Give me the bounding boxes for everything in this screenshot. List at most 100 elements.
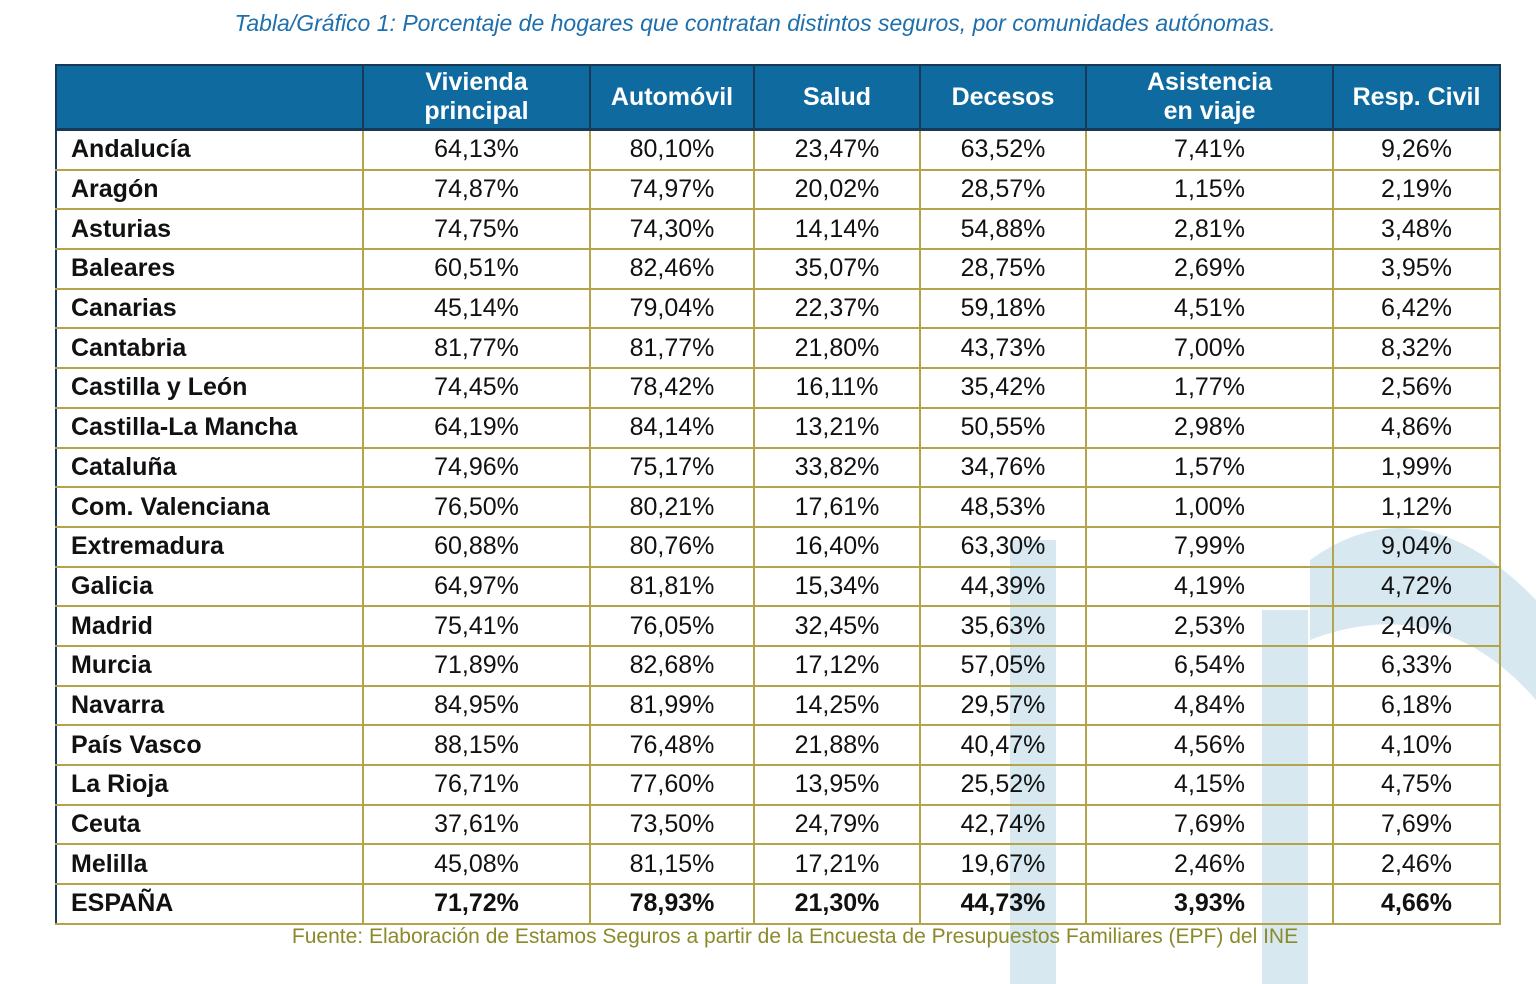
column-header: Decesos [919,64,1087,131]
table-row: País Vasco 88,15% 76,48% 21,88% 40,47% 4,56% 4… [55,724,1501,766]
value-cell: 81,81% [589,565,755,608]
value-cell: 4,75% [1332,764,1501,806]
value-cell: 63,30% [919,525,1087,568]
table-row: Castilla-La Mancha 64,19% 84,14% 13,21% 50,5… [55,406,1501,449]
value-cell: 17,12% [753,644,921,687]
value-cell: 84,14% [589,406,755,449]
column-header: Salud [753,64,921,131]
value-cell: 1,57% [1085,446,1334,489]
value-cell: 6,18% [1332,684,1501,727]
region-name: Murcia [55,644,364,687]
column-header-line: Resp. Civil [1352,82,1481,111]
value-cell: 88,15% [362,724,591,766]
header-corner [55,64,364,131]
value-cell: 28,75% [919,248,1087,290]
value-cell: 2,81% [1085,208,1334,251]
region-name: Canarias [55,287,364,330]
value-cell: 44,39% [919,565,1087,608]
region-name: ESPAÑA [55,883,364,925]
value-cell: 81,15% [589,843,755,886]
table-row: Madrid 75,41% 76,05% 32,45% 35,63% 2,53% 2,40% [55,605,1501,647]
value-cell: 2,40% [1332,605,1501,647]
region-name: Ceuta [55,803,364,846]
region-name: Melilla [55,843,364,886]
value-cell: 76,71% [362,764,591,806]
region-name: Aragón [55,168,364,211]
region-name: Extremadura [55,525,364,568]
table-row: Cantabria 81,77% 81,77% 21,80% 43,73% 7,00% 8,… [55,327,1501,370]
value-cell: 78,42% [589,367,755,409]
table-caption: Tabla/Gráfico 1: Porcentaje de hogares q… [234,10,1276,36]
value-cell: 8,32% [1332,327,1501,370]
value-cell: 1,12% [1332,486,1501,528]
column-header: Vivienda principal [362,64,591,131]
region-name: Asturias [55,208,364,251]
value-cell: 60,88% [362,525,591,568]
region-name: Baleares [55,248,364,290]
total-row: ESPAÑA 71,72% 78,93% 21,30% 44,73% 3,93% 4,66% [55,883,1501,925]
value-cell: 75,17% [589,446,755,489]
value-cell: 32,45% [753,605,921,647]
table-row: Ceuta 37,61% 73,50% 24,79% 42,74% 7,69% 7,69% [55,803,1501,846]
value-cell: 2,19% [1332,168,1501,211]
value-cell: 21,88% [753,724,921,766]
value-cell: 45,14% [362,287,591,330]
value-cell: 76,48% [589,724,755,766]
region-name: Castilla y León [55,367,364,409]
value-cell: 20,02% [753,168,921,211]
value-cell: 13,21% [753,406,921,449]
value-cell: 4,66% [1332,883,1501,925]
value-cell: 77,60% [589,764,755,806]
value-cell: 80,10% [589,128,755,171]
value-cell: 4,56% [1085,724,1334,766]
table-row: Extremadura 60,88% 80,76% 16,40% 63,30% 7,99%… [55,525,1501,568]
column-header-line: Decesos [951,82,1055,111]
value-cell: 71,72% [362,883,591,925]
value-cell: 6,54% [1085,644,1334,687]
table-row: Galicia 64,97% 81,81% 15,34% 44,39% 4,19% 4,72… [55,565,1501,608]
value-cell: 3,95% [1332,248,1501,290]
value-cell: 74,45% [362,367,591,409]
value-cell: 3,48% [1332,208,1501,251]
value-cell: 42,74% [919,803,1087,846]
column-header-line: principal [424,97,529,125]
table-row: Com. Valenciana 76,50% 80,21% 17,61% 48,53% 1… [55,486,1501,528]
value-cell: 9,26% [1332,128,1501,171]
value-cell: 2,46% [1332,843,1501,886]
value-cell: 73,50% [589,803,755,846]
value-cell: 4,15% [1085,764,1334,806]
value-cell: 25,52% [919,764,1087,806]
value-cell: 84,95% [362,684,591,727]
table-row: Canarias 45,14% 79,04% 22,37% 59,18% 4,51% 6,4… [55,287,1501,330]
value-cell: 81,77% [362,327,591,370]
column-header: Resp. Civil [1332,64,1501,131]
value-cell: 7,00% [1085,327,1334,370]
region-name: Andalucía [55,128,364,171]
value-cell: 21,80% [753,327,921,370]
value-cell: 2,53% [1085,605,1334,647]
column-header-line: Automóvil [610,82,734,111]
value-cell: 74,97% [589,168,755,211]
value-cell: 1,77% [1085,367,1334,409]
value-cell: 24,79% [753,803,921,846]
value-cell: 7,41% [1085,128,1334,171]
value-cell: 74,30% [589,208,755,251]
value-cell: 6,33% [1332,644,1501,687]
value-cell: 34,76% [919,446,1087,489]
value-cell: 81,99% [589,684,755,727]
value-cell: 29,57% [919,684,1087,727]
value-cell: 4,10% [1332,724,1501,766]
value-cell: 16,40% [753,525,921,568]
value-cell: 80,21% [589,486,755,528]
value-cell: 15,34% [753,565,921,608]
value-cell: 48,53% [919,486,1087,528]
region-name: Cantabria [55,327,364,370]
value-cell: 4,84% [1085,684,1334,727]
table-row: Baleares 60,51% 82,46% 35,07% 28,75% 2,69% 3,9… [55,248,1501,290]
value-cell: 3,93% [1085,883,1334,925]
value-cell: 60,51% [362,248,591,290]
value-cell: 4,51% [1085,287,1334,330]
region-name: Castilla-La Mancha [55,406,364,449]
value-cell: 23,47% [753,128,921,171]
region-name: Cataluña [55,446,364,489]
